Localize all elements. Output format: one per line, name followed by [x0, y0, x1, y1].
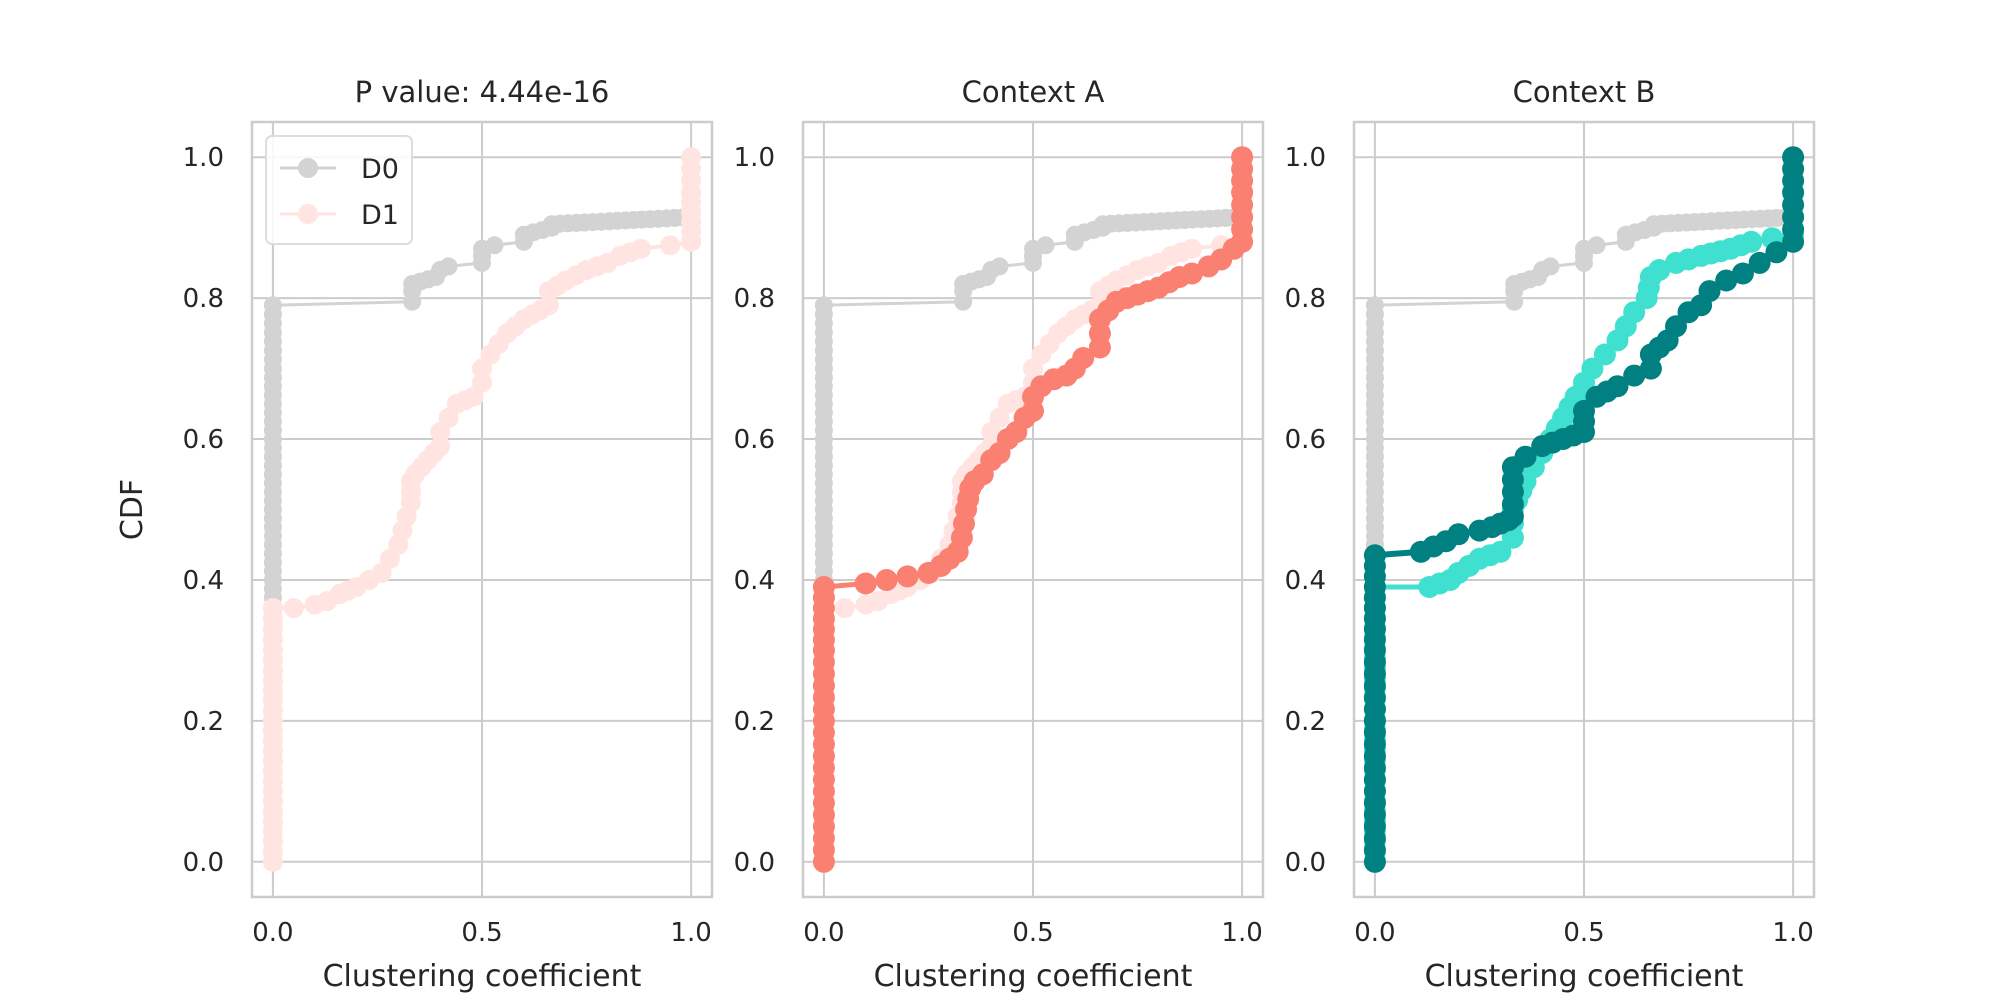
y-tick-label: 0.4: [183, 566, 224, 596]
x-tick-label: 1.0: [670, 918, 711, 948]
y-tick-label: 0.2: [183, 707, 224, 737]
x-axis-label: Clustering coefficient: [1425, 959, 1744, 994]
data-point: [1363, 544, 1386, 567]
panel-1: P value: 4.44e-16 0.0 0.5 1.0 0.0 0.2 0.4 0.6 0.…: [115, 75, 714, 994]
data-point: [1489, 540, 1512, 563]
panel-title: Context B: [1513, 75, 1656, 109]
data-point: [1365, 296, 1384, 315]
data-point: [439, 257, 458, 276]
y-tick-label: 1.0: [1285, 143, 1326, 173]
data-point: [430, 436, 451, 457]
x-tick-label: 1.0: [1772, 918, 1813, 948]
data-point: [1231, 146, 1254, 169]
data-point: [1665, 315, 1687, 338]
data-point: [1731, 262, 1754, 285]
y-tick-label: 0.6: [734, 425, 775, 455]
data-point: [681, 147, 702, 168]
data-point: [1180, 262, 1203, 285]
data-point: [1072, 347, 1095, 369]
data-point: [1447, 523, 1470, 546]
data-point: [1698, 280, 1721, 303]
data-point: [1036, 236, 1055, 255]
data-point: [1181, 238, 1202, 259]
data-point: [1623, 301, 1646, 324]
legend-label: D1: [361, 200, 399, 231]
y-tick-label: 0.0: [183, 848, 224, 878]
data-point: [1782, 146, 1805, 169]
legend-marker: [298, 158, 318, 178]
x-tick-label: 1.0: [1221, 918, 1262, 948]
data-point: [1740, 230, 1763, 253]
y-tick-label: 0.2: [734, 707, 775, 737]
x-tick-label: 0.0: [1354, 918, 1395, 948]
series-2: [262, 147, 702, 872]
x-axis-label: Clustering coefficient: [323, 959, 642, 994]
data-point: [263, 296, 282, 315]
panel-title: P value: 4.44e-16: [355, 75, 610, 109]
axes-frame: [801, 120, 1265, 899]
x-tick-label: 0.0: [803, 918, 844, 948]
y-tick-label: 1.0: [734, 143, 775, 173]
axes-frame: [250, 120, 714, 899]
x-tick-label: 0.5: [461, 918, 502, 948]
data-point: [1593, 343, 1616, 366]
y-tick-label: 0.8: [1285, 284, 1326, 314]
data-point: [875, 569, 898, 591]
data-point: [1623, 364, 1646, 387]
data-point: [262, 598, 283, 619]
data-point: [814, 296, 833, 315]
data-point: [1587, 236, 1606, 255]
legend-marker: [298, 204, 318, 224]
data-point: [854, 572, 877, 595]
data-point: [538, 295, 559, 316]
data-point: [1606, 375, 1629, 398]
y-axis-label: CDF: [115, 479, 150, 540]
data-point: [1514, 445, 1537, 468]
y-tick-label: 0.8: [734, 284, 775, 314]
data-point: [1648, 259, 1671, 281]
data-point: [1765, 241, 1788, 264]
x-axis-label: Clustering coefficient: [874, 959, 1193, 994]
data-point: [812, 576, 835, 598]
data-point: [1541, 257, 1560, 276]
y-tick-label: 0.6: [1285, 425, 1326, 455]
x-tick-label: 0.5: [1563, 918, 1604, 948]
x-tick-label: 0.0: [252, 918, 293, 948]
y-tick-label: 0.0: [1285, 848, 1326, 878]
data-point: [1748, 251, 1771, 274]
data-point: [1581, 357, 1604, 380]
data-point: [472, 372, 492, 393]
y-tick-label: 0.2: [1285, 707, 1326, 737]
panel-2: Context A 0.0 0.5 1.0 0.0 0.2 0.4 0.6 0.8 1.0 Clus…: [734, 75, 1265, 994]
data-point: [630, 238, 651, 259]
data-point: [896, 565, 919, 588]
x-tick-label: 0.5: [1012, 918, 1053, 948]
y-tick-label: 1.0: [183, 143, 224, 173]
legend-label: D0: [361, 154, 399, 185]
data-point: [990, 257, 1009, 276]
data-point: [1715, 269, 1738, 292]
series-3: [812, 146, 1254, 873]
axes-frame: [1352, 120, 1816, 899]
data-point: [1573, 399, 1595, 422]
y-tick-label: 0.0: [734, 848, 775, 878]
data-point: [283, 598, 304, 619]
data-point: [660, 235, 681, 256]
data-point: [834, 598, 855, 619]
y-tick-label: 0.6: [183, 425, 224, 455]
data-point: [485, 236, 504, 255]
panel-title: Context A: [962, 75, 1105, 109]
y-tick-label: 0.4: [734, 566, 775, 596]
series-3: [1363, 146, 1805, 873]
panel-3: Context B 0.0 0.5 1.0 0.0 0.2 0.4 0.6 0.8 1.0 Clus…: [1285, 75, 1816, 994]
y-tick-label: 0.4: [1285, 566, 1326, 596]
y-tick-label: 0.8: [183, 284, 224, 314]
